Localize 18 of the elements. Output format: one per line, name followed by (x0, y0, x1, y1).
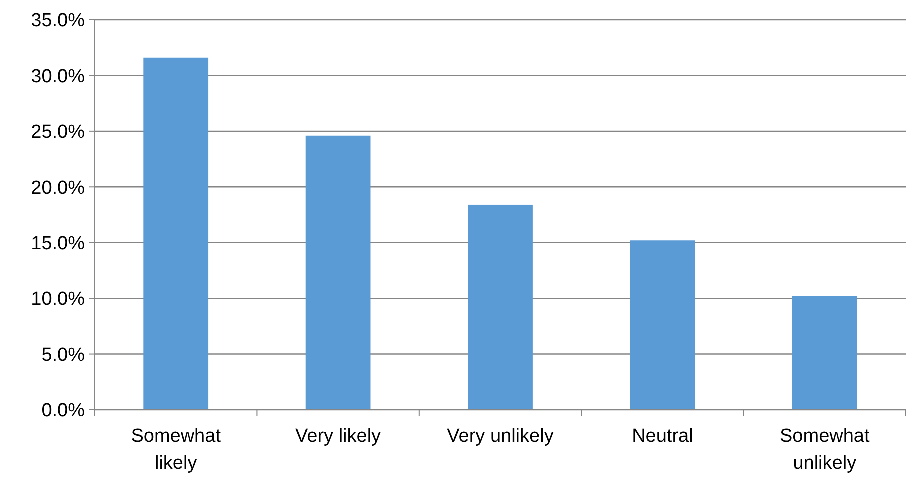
x-tick-label: Very likely (296, 426, 382, 447)
y-tick-label: 15.0% (31, 234, 86, 255)
x-tick-label: Very unlikely (447, 426, 554, 447)
bar (468, 204, 533, 410)
y-tick-label: 25.0% (31, 122, 86, 144)
bar (630, 240, 696, 410)
x-tick-label: Somewhat unlikely (780, 426, 870, 474)
x-tick-label: Neutral (632, 426, 694, 447)
y-tick-label: 5.0% (42, 344, 86, 366)
y-tick-label: 0.0% (42, 400, 86, 422)
bar (792, 296, 858, 410)
y-tick-label: 35.0% (31, 10, 86, 32)
x-tick-label: Somewhat likely (131, 426, 222, 474)
y-tick-label: 30.0% (31, 66, 86, 88)
y-tick-label: 10.0% (31, 289, 86, 310)
y-tick-label: 20.0% (31, 178, 86, 199)
bar (144, 58, 209, 410)
bar (306, 136, 371, 410)
